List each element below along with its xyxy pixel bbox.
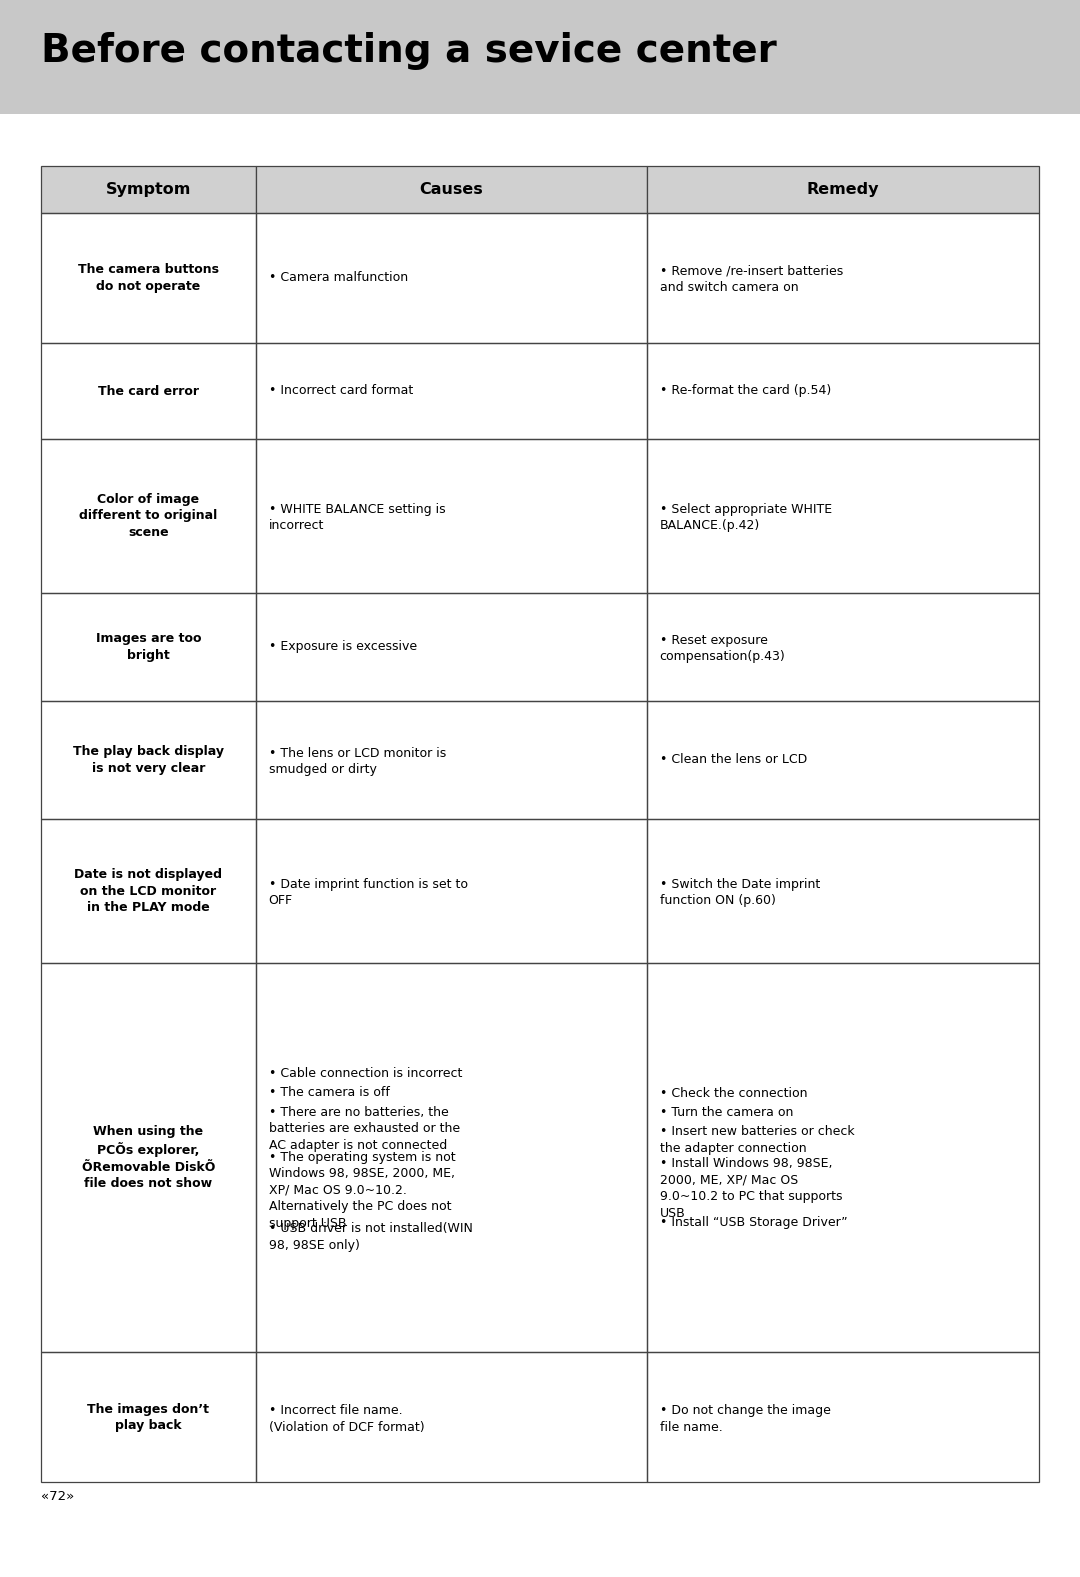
Text: • Clean the lens or LCD: • Clean the lens or LCD <box>660 754 807 766</box>
Bar <box>647 344 1039 438</box>
Text: • Incorrect card format: • Incorrect card format <box>269 385 413 397</box>
Text: • WHITE BALANCE setting is
incorrect: • WHITE BALANCE setting is incorrect <box>269 503 445 533</box>
Bar <box>41 1351 256 1482</box>
Bar <box>256 702 647 818</box>
Bar <box>256 166 647 213</box>
Text: • Install Windows 98, 98SE,
2000, ME, XP/ Mac OS
9.0~10.2 to PC that supports
US: • Install Windows 98, 98SE, 2000, ME, XP… <box>660 1158 842 1221</box>
Text: The play back display
is not very clear: The play back display is not very clear <box>72 746 224 774</box>
Bar <box>0 0 1080 114</box>
Text: • Remove /re-insert batteries
and switch camera on: • Remove /re-insert batteries and switch… <box>660 265 843 295</box>
Text: «72»: «72» <box>41 1490 75 1503</box>
Text: • Do not change the image
file name.: • Do not change the image file name. <box>660 1404 831 1433</box>
Bar <box>41 438 256 593</box>
Bar <box>647 166 1039 213</box>
Bar <box>256 593 647 702</box>
Text: Images are too
bright: Images are too bright <box>95 632 201 662</box>
Text: • The operating system is not
Windows 98, 98SE, 2000, ME,
XP/ Mac OS 9.0~10.2.
A: • The operating system is not Windows 98… <box>269 1151 455 1230</box>
Text: Causes: Causes <box>419 181 483 197</box>
Text: The camera buttons
do not operate: The camera buttons do not operate <box>78 263 219 293</box>
Bar <box>256 818 647 964</box>
Text: • Reset exposure
compensation(p.43): • Reset exposure compensation(p.43) <box>660 634 785 664</box>
Text: Date is not displayed
on the LCD monitor
in the PLAY mode: Date is not displayed on the LCD monitor… <box>75 867 222 915</box>
Bar <box>256 213 647 344</box>
Bar <box>647 593 1039 702</box>
Bar <box>41 166 256 213</box>
Bar <box>41 964 256 1351</box>
Text: • Install “USB Storage Driver”: • Install “USB Storage Driver” <box>660 1216 848 1228</box>
Bar <box>256 1351 647 1482</box>
Text: • Date imprint function is set to
OFF: • Date imprint function is set to OFF <box>269 878 468 907</box>
Bar <box>647 213 1039 344</box>
Bar <box>256 438 647 593</box>
Bar <box>647 1351 1039 1482</box>
Text: • Incorrect file name.
(Violation of DCF format): • Incorrect file name. (Violation of DCF… <box>269 1404 424 1433</box>
Text: • Insert new batteries or check
the adapter connection: • Insert new batteries or check the adap… <box>660 1124 854 1154</box>
Bar <box>647 818 1039 964</box>
Bar <box>41 213 256 344</box>
Text: • Switch the Date imprint
function ON (p.60): • Switch the Date imprint function ON (p… <box>660 878 820 907</box>
Text: Before contacting a sevice center: Before contacting a sevice center <box>41 32 777 69</box>
Bar <box>41 344 256 438</box>
Bar <box>256 964 647 1351</box>
Text: When using the
PCÕs explorer,
ÕRemovable DiskÕ
file does not show: When using the PCÕs explorer, ÕRemovable… <box>82 1124 215 1191</box>
Text: • Select appropriate WHITE
BALANCE.(p.42): • Select appropriate WHITE BALANCE.(p.42… <box>660 503 832 533</box>
Text: • Exposure is excessive: • Exposure is excessive <box>269 640 417 653</box>
Bar <box>647 964 1039 1351</box>
Text: • Cable connection is incorrect: • Cable connection is incorrect <box>269 1068 462 1080</box>
Bar <box>647 438 1039 593</box>
Text: • The lens or LCD monitor is
smudged or dirty: • The lens or LCD monitor is smudged or … <box>269 747 446 776</box>
Text: • Turn the camera on: • Turn the camera on <box>660 1105 793 1120</box>
Text: • Check the connection: • Check the connection <box>660 1087 807 1099</box>
Text: Remedy: Remedy <box>807 181 879 197</box>
Bar <box>256 344 647 438</box>
Bar <box>41 818 256 964</box>
Text: The images don’t
play back: The images don’t play back <box>87 1402 210 1432</box>
Text: • Re-format the card (p.54): • Re-format the card (p.54) <box>660 385 831 397</box>
Text: Symptom: Symptom <box>106 181 191 197</box>
Text: Color of image
different to original
scene: Color of image different to original sce… <box>79 492 217 539</box>
Text: • There are no batteries, the
batteries are exhausted or the
AC adapter is not c: • There are no batteries, the batteries … <box>269 1105 460 1151</box>
Text: • Camera malfunction: • Camera malfunction <box>269 271 407 284</box>
Text: • USB driver is not installed(WIN
98, 98SE only): • USB driver is not installed(WIN 98, 98… <box>269 1222 472 1252</box>
Text: • The camera is off: • The camera is off <box>269 1087 390 1099</box>
Bar <box>41 702 256 818</box>
Text: The card error: The card error <box>98 385 199 397</box>
Bar <box>647 702 1039 818</box>
Bar <box>41 593 256 702</box>
